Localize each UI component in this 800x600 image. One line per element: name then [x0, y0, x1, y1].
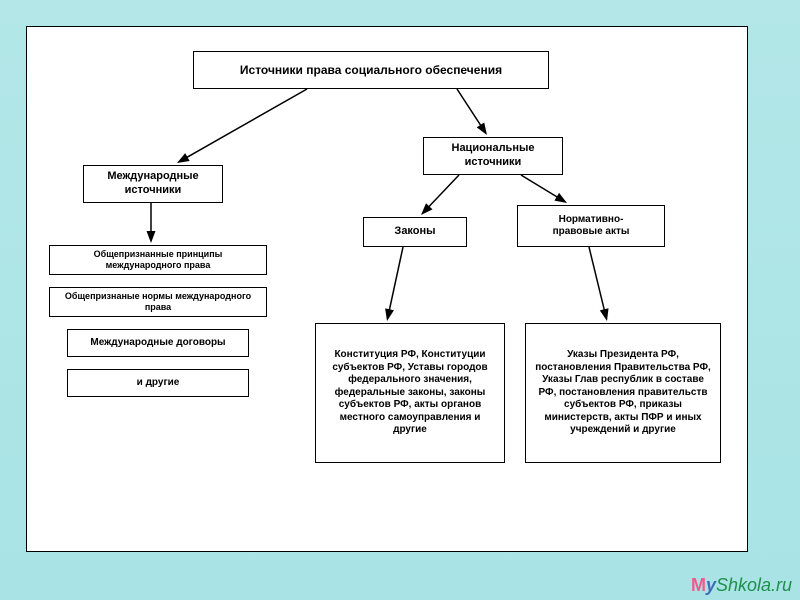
- arrow-line-laws-to-detail: [389, 247, 403, 314]
- node-laws: Законы: [363, 217, 467, 247]
- arrow-head-laws-to-detail: [385, 308, 394, 321]
- arrow-head-title-to-intl: [177, 153, 190, 163]
- arrow-head-national-to-npa: [554, 193, 567, 203]
- logo-part1: M: [691, 575, 706, 595]
- node-title: Источники права социального обеспечения: [193, 51, 549, 89]
- logo-part3: Shkola.ru: [716, 575, 792, 595]
- node-intl-treaties: Международные договоры: [67, 329, 249, 357]
- node-intl-norms: Общепризнаные нормы международного права: [49, 287, 267, 317]
- node-intl-principles: Общепризнанные принципы международного п…: [49, 245, 267, 275]
- node-intl-other: и другие: [67, 369, 249, 397]
- node-npa-detail: Указы Президента РФ, постановления Прави…: [525, 323, 721, 463]
- arrow-head-title-to-national: [477, 122, 487, 135]
- arrow-line-national-to-npa: [521, 175, 561, 199]
- arrow-head-npa-to-detail: [600, 308, 609, 321]
- node-laws-detail: Конституция РФ, Конституции субъектов РФ…: [315, 323, 505, 463]
- arrow-head-intl-to-principles: [147, 231, 156, 243]
- arrow-line-title-to-intl: [183, 89, 307, 159]
- arrow-head-national-to-laws: [421, 203, 433, 215]
- logo-part2: y: [706, 575, 716, 595]
- node-npa: Нормативно- правовые акты: [517, 205, 665, 247]
- arrow-line-title-to-national: [457, 89, 483, 129]
- diagram-frame: Источники права социального обеспечения …: [26, 26, 748, 552]
- arrow-line-national-to-laws: [426, 175, 459, 210]
- node-intl: Международные источники: [83, 165, 223, 203]
- logo: MyShkola.ru: [691, 575, 792, 596]
- arrow-line-npa-to-detail: [589, 247, 605, 314]
- node-national: Национальные источники: [423, 137, 563, 175]
